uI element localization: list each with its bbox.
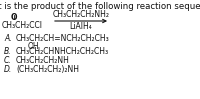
Text: C.: C.	[4, 56, 12, 65]
Text: CH₃CH₂CH₂NH: CH₃CH₂CH₂NH	[16, 56, 70, 65]
Text: A.: A.	[4, 34, 12, 43]
Text: CH₃CH₂CHNHCH₂CH₂CH₃: CH₃CH₂CHNHCH₂CH₂CH₃	[16, 47, 109, 56]
Text: OH: OH	[28, 42, 40, 51]
Text: D.: D.	[4, 65, 12, 74]
Text: O: O	[11, 13, 17, 22]
Text: What is the product of the following reaction sequence?: What is the product of the following rea…	[0, 2, 200, 11]
Text: B.: B.	[4, 47, 12, 56]
Text: CH₃CH₂CH=NCH₂CH₂CH₃: CH₃CH₂CH=NCH₂CH₂CH₃	[16, 34, 110, 43]
Text: LiAlH₄: LiAlH₄	[70, 22, 92, 31]
Text: (CH₃CH₂CH₂)₂NH: (CH₃CH₂CH₂)₂NH	[16, 65, 79, 74]
Text: CH₃CH₂CCl: CH₃CH₂CCl	[2, 21, 43, 30]
Text: CH₃CH₂CH₂NH₂: CH₃CH₂CH₂NH₂	[52, 10, 110, 19]
